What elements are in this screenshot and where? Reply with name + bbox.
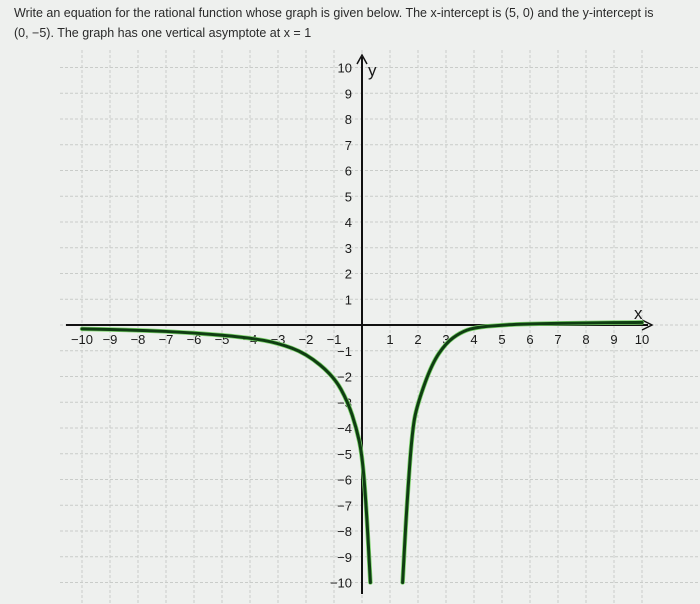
x-tick-label: 10: [635, 332, 649, 347]
y-tick-label: 9: [345, 86, 352, 101]
x-tick-label: −10: [71, 332, 93, 347]
y-axis-label: y: [368, 61, 377, 80]
grid: [60, 50, 700, 604]
function-curve-branch: [401, 320, 644, 584]
y-tick-label: 1: [345, 292, 352, 307]
question-text: Write an equation for the rational funct…: [14, 3, 694, 43]
x-tick-label: 1: [386, 332, 393, 347]
x-tick-label: 2: [414, 332, 421, 347]
x-tick-label: −7: [159, 332, 174, 347]
y-tick-label: −7: [337, 498, 352, 513]
y-tick-label: −10: [330, 576, 352, 591]
curve-glow: [400, 320, 645, 585]
x-tick-label: 3: [442, 332, 449, 347]
y-tick-label: 5: [345, 189, 352, 204]
x-tick-label: −9: [103, 332, 118, 347]
y-tick-label: −4: [337, 421, 352, 436]
question-line-2: (0, −5). The graph has one vertical asym…: [14, 26, 312, 40]
y-tick-label: −2: [337, 370, 352, 385]
x-axis-label: x: [634, 304, 643, 323]
y-axis-arrow: [356, 53, 368, 65]
x-tick-label: −2: [299, 332, 314, 347]
y-tick-label: 8: [345, 112, 352, 127]
y-tick-label: −1: [337, 344, 352, 359]
y-tick-label: 10: [338, 61, 352, 76]
question-line-1: Write an equation for the rational funct…: [14, 6, 654, 20]
y-tick-label: −8: [337, 524, 352, 539]
x-tick-label: 5: [498, 332, 505, 347]
y-tick-label: 4: [345, 215, 352, 230]
y-tick-label: 7: [345, 138, 352, 153]
y-tick-label: −9: [337, 550, 352, 565]
y-tick-label: −6: [337, 473, 352, 488]
function-curve-branch: [80, 327, 372, 584]
x-tick-label: −1: [327, 332, 342, 347]
x-tick-label: −8: [131, 332, 146, 347]
y-tick-label: 6: [345, 164, 352, 179]
curve-glow: [79, 326, 373, 585]
x-tick-label: 4: [470, 332, 477, 347]
curves: [79, 320, 645, 585]
tick-labels: −10 −9 −8 −7 −6 −5 −4 −3 −2 −1 1 2 3 4 5 6 7 8 9 10−10−9−8−…: [71, 61, 649, 591]
x-tick-label: 8: [582, 332, 589, 347]
y-tick-label: 2: [345, 267, 352, 282]
x-tick-label: 9: [610, 332, 617, 347]
x-tick-label: 6: [526, 332, 533, 347]
x-tick-label: 7: [554, 332, 561, 347]
y-tick-label: 3: [345, 241, 352, 256]
y-tick-label: −5: [337, 447, 352, 462]
x-axis-arrow: [641, 319, 654, 331]
x-tick-label: −6: [187, 332, 202, 347]
